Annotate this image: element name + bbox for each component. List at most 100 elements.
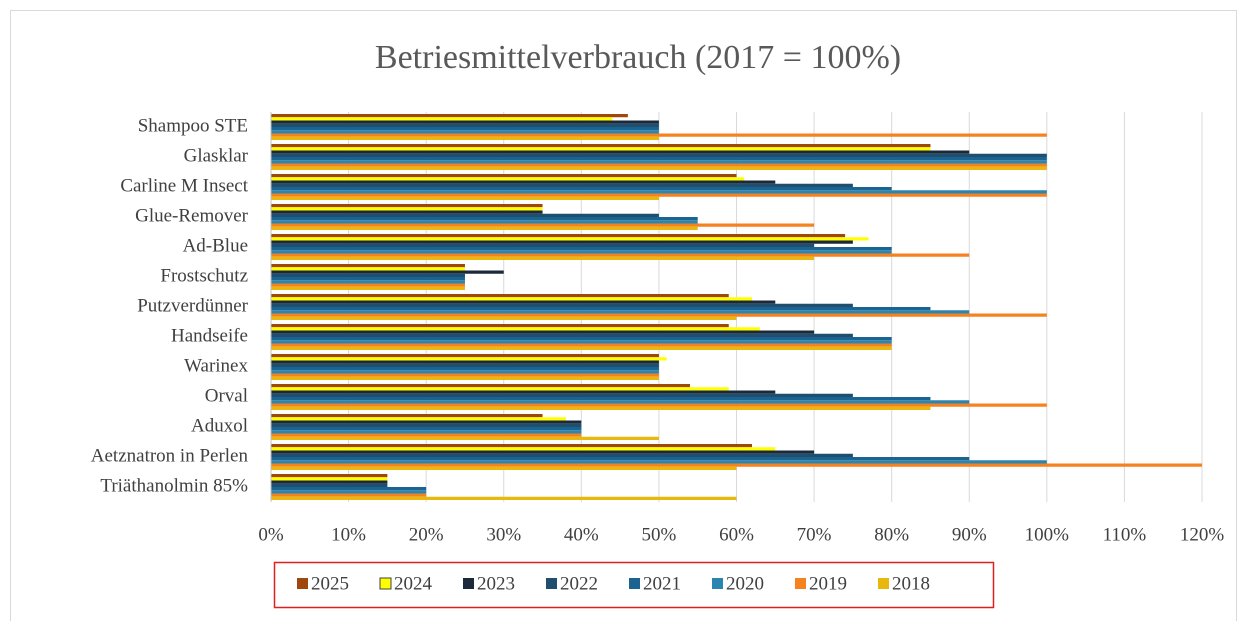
bar [271, 460, 1047, 464]
x-tick-label: 70% [797, 524, 832, 545]
bar [271, 487, 427, 491]
bar [271, 120, 659, 124]
legend-label: 2019 [809, 573, 847, 594]
x-tick-label: 0% [258, 524, 284, 545]
bar [271, 466, 737, 470]
x-tick-label: 30% [486, 524, 521, 545]
bar [271, 166, 1047, 170]
bar [271, 294, 729, 298]
bar [271, 427, 582, 431]
legend-swatch [463, 578, 474, 589]
bar [271, 403, 1047, 407]
bar [271, 307, 931, 311]
bar [271, 327, 760, 331]
bar [271, 370, 659, 374]
bar [271, 417, 566, 421]
bar [271, 240, 853, 244]
bar [271, 393, 853, 397]
bar [271, 174, 737, 178]
bar [271, 237, 869, 241]
x-tick-label: 90% [952, 524, 987, 545]
bar [271, 363, 659, 367]
bar [271, 144, 931, 148]
y-tick-label: Shampoo STE [138, 115, 248, 136]
y-tick-label: Triäthanolmin 85% [100, 475, 248, 496]
bar [271, 210, 543, 214]
bar [271, 367, 659, 371]
legend-swatch [712, 578, 723, 589]
legend-label: 2025 [311, 573, 349, 594]
y-tick-label: Carline M Insect [120, 175, 248, 196]
bar [271, 286, 465, 290]
bar [271, 157, 1047, 161]
bar [271, 147, 931, 151]
bar [271, 496, 737, 500]
bar [271, 354, 659, 358]
legend-label: 2022 [560, 573, 598, 594]
legend-label: 2021 [643, 573, 681, 594]
bar [271, 376, 659, 380]
bar [271, 183, 853, 187]
legend-label: 2024 [394, 573, 433, 594]
bar [271, 117, 613, 121]
bar [271, 430, 582, 434]
bar [271, 196, 659, 200]
y-tick-label: Orval [205, 385, 248, 406]
bar [271, 133, 1047, 137]
legend-label: 2023 [477, 573, 515, 594]
bar [271, 280, 465, 284]
bar [271, 114, 628, 118]
y-tick-label: Ad-Blue [183, 235, 248, 256]
y-tick-label: Warinex [184, 355, 248, 376]
bar [271, 247, 892, 251]
bar [271, 207, 543, 211]
bar [271, 256, 815, 260]
bar [271, 316, 737, 320]
y-tick-label: Aetznatron in Perlen [91, 445, 249, 466]
x-tick-label: 20% [409, 524, 444, 545]
bar [271, 234, 846, 238]
bar [271, 264, 465, 268]
bar [271, 153, 1047, 157]
bar [271, 204, 543, 208]
y-tick-label: Putzverdünner [137, 295, 248, 316]
bar [271, 357, 667, 361]
bar [271, 373, 659, 377]
y-tick-label: Glue-Remover [135, 205, 249, 226]
bar [271, 180, 776, 184]
bar [271, 483, 388, 487]
bar [271, 447, 776, 451]
legend-label: 2018 [892, 573, 930, 594]
legend-swatch [297, 578, 308, 589]
chart-title: Betriesmittelverbrauch (2017 = 100%) [375, 39, 901, 76]
bar [271, 340, 892, 344]
legend-swatch [878, 578, 889, 589]
bar [271, 313, 1047, 317]
bar [271, 477, 388, 481]
bar [271, 346, 892, 350]
bar [271, 463, 1202, 467]
x-tick-label: 110% [1103, 524, 1147, 545]
bar [271, 330, 815, 334]
bar [271, 420, 582, 424]
bar [271, 300, 776, 304]
bar [271, 324, 729, 328]
bar [271, 253, 970, 257]
x-tick-label: 40% [564, 524, 599, 545]
bar [271, 136, 659, 140]
bar [271, 436, 659, 440]
bar [271, 220, 698, 224]
bar [271, 270, 504, 274]
bar [271, 423, 582, 427]
legend-swatch [629, 578, 640, 589]
bar [271, 193, 1047, 197]
legend-label: 2020 [726, 573, 764, 594]
bar [271, 190, 1047, 194]
bar [271, 163, 1047, 167]
y-tick-label: Handseife [171, 325, 248, 346]
bar [271, 213, 659, 217]
bar [271, 310, 970, 314]
bar [271, 127, 659, 131]
bar [271, 480, 388, 484]
y-tick-label: Aduxol [191, 415, 248, 436]
